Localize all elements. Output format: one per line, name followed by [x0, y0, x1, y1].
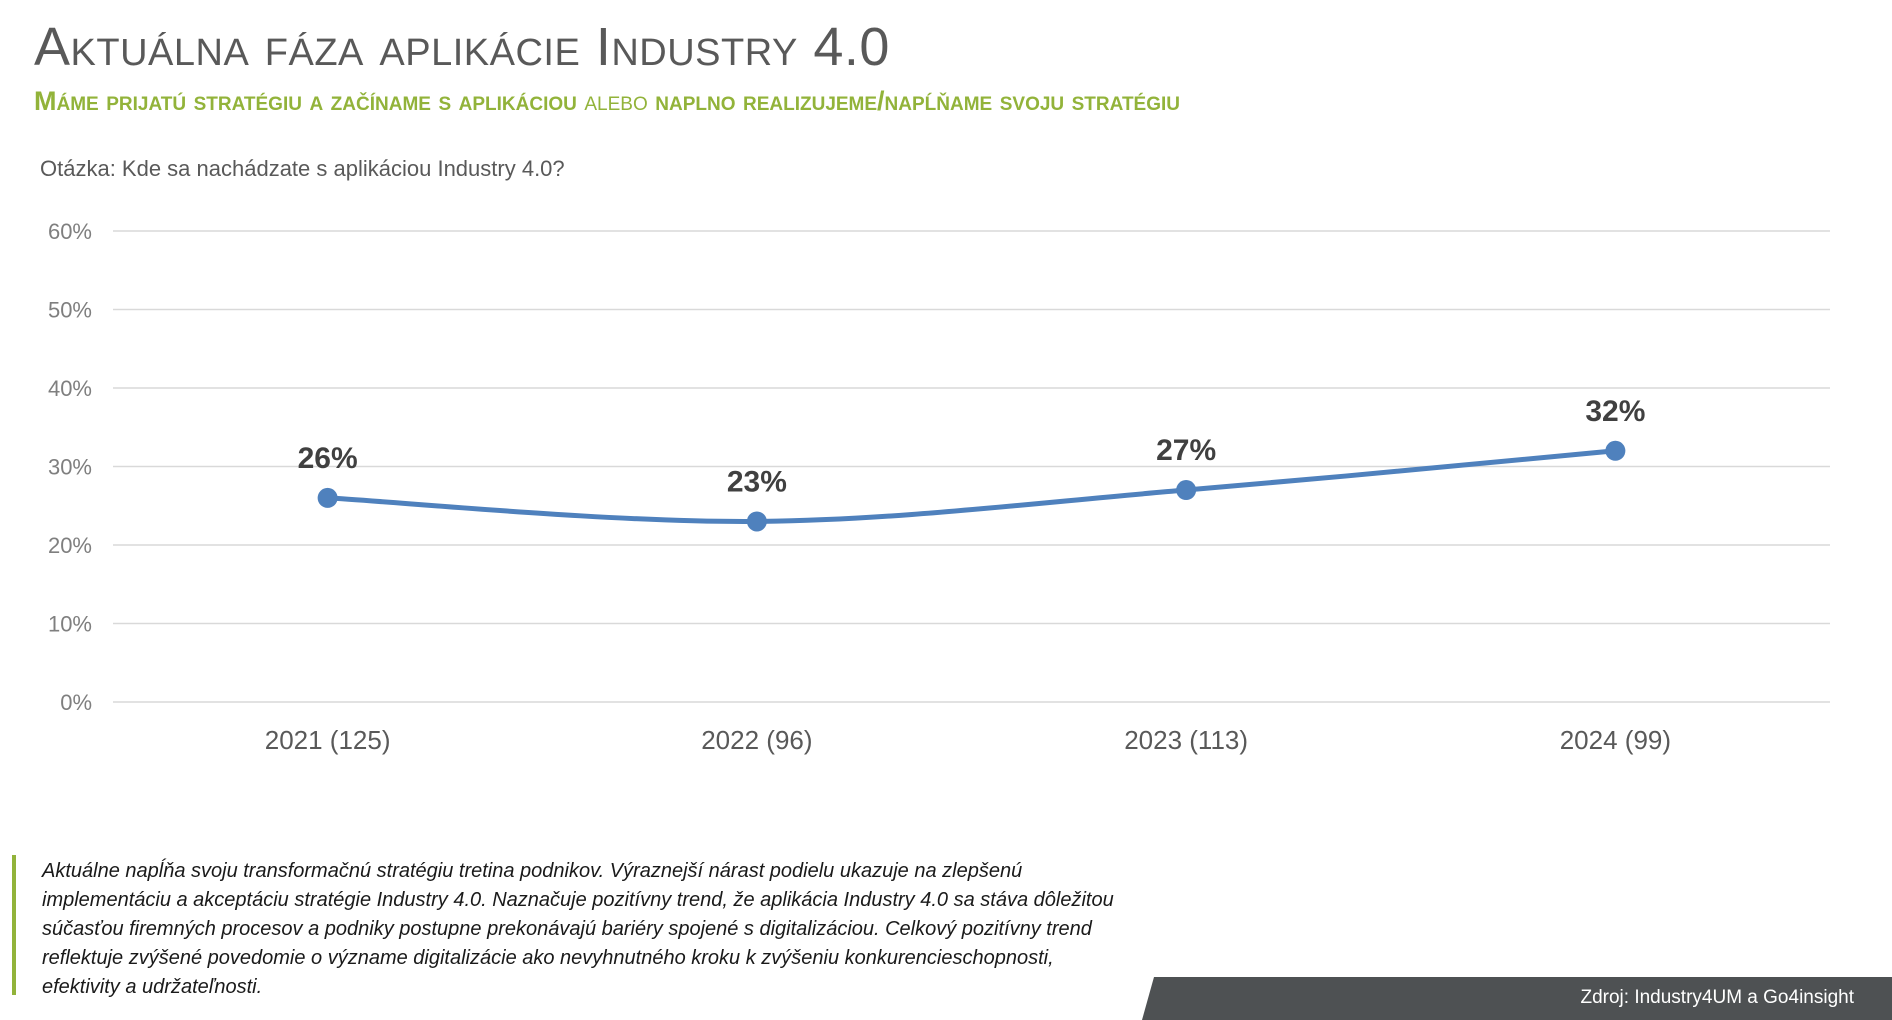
y-tick-label: 20%: [48, 533, 92, 558]
data-label: 32%: [1585, 395, 1645, 428]
source-text: Zdroj: Industry4UM a Go4insight: [1580, 987, 1854, 1008]
x-tick-label: 2023 (113): [1124, 725, 1248, 755]
commentary-text: Aktuálne napĺňa svoju transformačnú stra…: [42, 860, 1114, 998]
page-title: Aktuálna fáza aplikácie Industry 4.0: [34, 17, 890, 77]
x-tick-label: 2024 (99): [1560, 725, 1671, 755]
series-line: [325, 448, 1618, 524]
commentary-box: Aktuálne napĺňa svoju transformačnú stra…: [12, 855, 1126, 998]
y-tick-label: 50%: [48, 298, 92, 323]
data-label: 23%: [727, 465, 787, 498]
data-point: [1605, 440, 1626, 461]
x-tick-label: 2022 (96): [701, 725, 812, 755]
y-tick-label: 10%: [48, 612, 92, 637]
data-point: [317, 487, 338, 508]
survey-question: Otázka: Kde sa nachádzate s aplikáciou I…: [40, 156, 565, 181]
line-chart: 0% 10% 20% 30% 40% 50% 60% 2021 (125) 2022 (96) 2…: [48, 219, 1830, 755]
subtitle-part-2: naplno realizujeme/napĺňame svoju straté…: [655, 86, 1181, 116]
y-tick-label: 30%: [48, 455, 92, 480]
subtitle-part-1: Máme prijatú stratégiu a začíname s apli…: [34, 86, 577, 116]
source-footer: Zdroj: Industry4UM a Go4insight: [1142, 977, 1892, 1020]
x-tick-label: 2021 (125): [265, 725, 391, 755]
y-tick-label: 0%: [60, 690, 92, 715]
subtitle-connector: alebo: [584, 86, 648, 116]
data-label: 26%: [298, 442, 358, 475]
data-label: 27%: [1156, 434, 1216, 467]
y-tick-label: 40%: [48, 376, 92, 401]
data-point: [1176, 480, 1197, 501]
page-subtitle: Máme prijatú stratégiu a začíname s apli…: [34, 86, 1180, 117]
data-point: [746, 511, 767, 532]
y-tick-label: 60%: [48, 219, 92, 244]
